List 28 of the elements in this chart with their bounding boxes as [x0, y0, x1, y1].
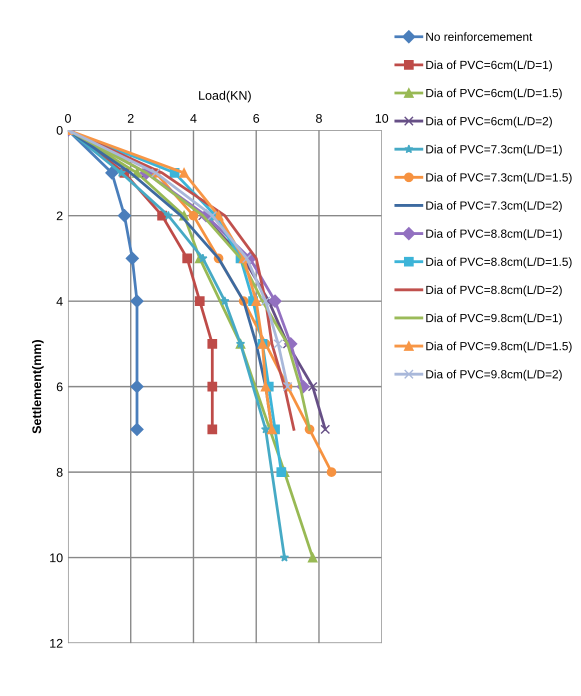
y-tick-label: 12 — [50, 638, 62, 648]
y-tick-label: 0 — [56, 126, 63, 135]
x-tick-label: 10 — [376, 114, 388, 123]
legend-label: Dia of PVC=7.3cm(L/D=1.5) — [426, 172, 572, 184]
x-tick-label: 4 — [190, 114, 197, 123]
x-axis-title: Load(KN) — [199, 90, 251, 102]
legend-label: Dia of PVC=8.8cm(L/D=2) — [426, 285, 562, 296]
legend-label: Dia of PVC=9.8cm(L/D=2) — [426, 370, 562, 381]
y-tick-label: 4 — [56, 297, 63, 306]
x-tick-label: 2 — [128, 114, 134, 123]
legend-label: Dia of PVC=7.3cm(L/D=2) — [426, 201, 562, 212]
legend-label: Dia of PVC=6cm(L/D=2) — [426, 116, 552, 128]
x-tick-label: 6 — [253, 114, 260, 123]
legend-label: Dia of PVC=6cm(L/D=1.5) — [426, 88, 562, 100]
x-tick-label: 0 — [64, 114, 71, 123]
legend-label: Dia of PVC=8.8cm(L/D=1) — [426, 229, 562, 240]
y-tick-label: 6 — [56, 382, 63, 392]
legend-label: Dia of PVC=9.8cm(L/D=1.5) — [426, 342, 572, 353]
y-tick-label: 8 — [56, 468, 63, 477]
legend-label: Dia of PVC=9.8cm(L/D=1) — [426, 314, 562, 325]
y-tick-label: 10 — [50, 553, 63, 562]
y-tick-label: 2 — [56, 211, 62, 220]
legend-label: No reinforcemement — [426, 32, 532, 41]
legend-label: Dia of PVC=8.8cm(L/D=1.5) — [426, 257, 572, 268]
legend-label: Dia of PVC=6cm(L/D=1) — [426, 60, 552, 72]
legend-label: Dia of PVC=7.3cm(L/D=1) — [426, 144, 562, 156]
y-axis-title: Settlement(mm) — [32, 340, 44, 434]
x-tick-label: 8 — [316, 114, 322, 123]
